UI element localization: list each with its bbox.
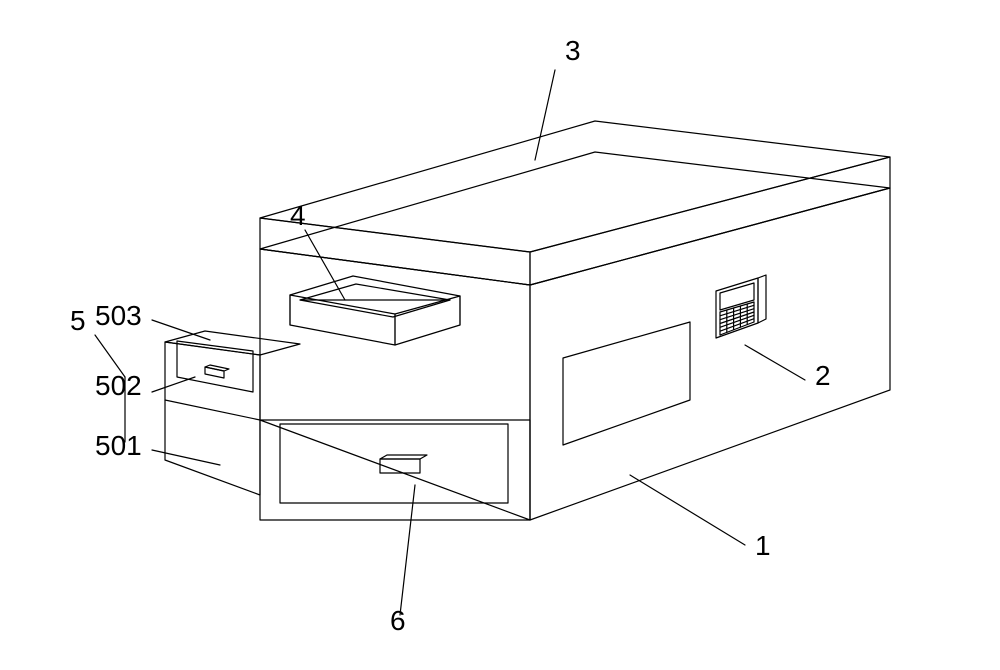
label-l1: 1: [755, 530, 771, 561]
leader-l6: [400, 485, 415, 615]
drawer-6-front: [280, 424, 508, 503]
label-l2: 2: [815, 360, 831, 391]
label-l503: 503: [95, 300, 142, 331]
label-l501: 501: [95, 430, 142, 461]
window: [563, 322, 690, 445]
leader-l2: [745, 345, 805, 380]
drawer-6-handle-top: [380, 455, 427, 459]
keypad-side: [758, 275, 766, 323]
main-top-face: [260, 152, 890, 285]
label-l5: 5: [70, 305, 86, 336]
label-l502: 502: [95, 370, 142, 401]
leader-l3: [535, 70, 555, 160]
keypad-screen: [720, 283, 754, 310]
main-front-face: [260, 249, 530, 520]
leader-l1: [630, 475, 745, 545]
leader-l501: [152, 450, 220, 465]
drawer-503-handle-top: [205, 365, 229, 371]
side-block-top: [165, 331, 300, 355]
label-l4: 4: [290, 200, 306, 231]
diagram-svg: 1 2 3 4 5 6 501 502 503: [0, 0, 1000, 670]
label-l6: 6: [390, 605, 406, 636]
lid-right-strip: [530, 157, 890, 285]
drawer-6-handle: [380, 459, 420, 473]
label-l3: 3: [565, 35, 581, 66]
lid-top: [260, 121, 890, 252]
leader-l502: [152, 377, 195, 392]
tray-right: [395, 296, 460, 345]
tray-front: [290, 295, 395, 345]
leader-l4: [305, 230, 345, 300]
